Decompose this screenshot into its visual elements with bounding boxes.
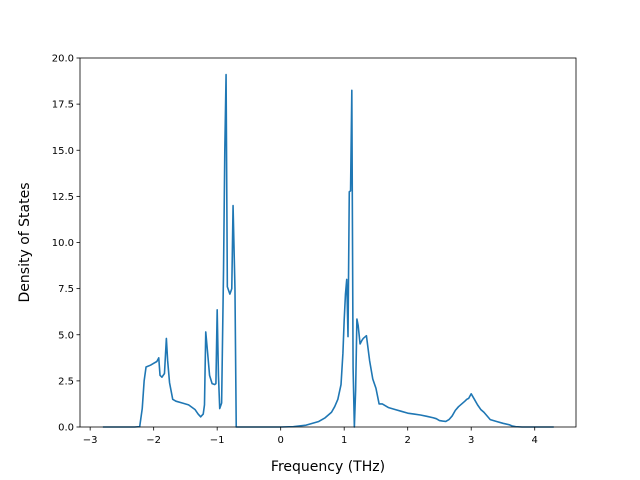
y-tick-label: 17.5 [52,100,74,111]
y-axis: 0.0 2.5 5.0 7.5 10.0 12.5 15.0 17.5 20.0 [52,54,80,434]
x-tick-label: −2 [146,435,161,446]
y-tick-label: 12.5 [52,192,74,203]
x-tick-label: 4 [532,435,538,446]
x-tick-label: 3 [468,435,474,446]
y-tick-label: 20.0 [52,54,74,65]
dos-series-line [102,73,554,428]
x-tick-label: −3 [83,435,98,446]
x-tick-label: 2 [405,435,411,446]
y-tick-label: 7.5 [58,284,74,295]
y-tick-label: 0.0 [58,423,74,434]
x-axis: −3 −2 −1 0 1 2 3 4 [83,427,538,446]
x-tick-label: 1 [341,435,347,446]
y-tick-label: 10.0 [52,238,74,249]
y-tick-label: 5.0 [58,330,74,341]
y-tick-label: 2.5 [58,376,74,387]
y-tick-label: 15.0 [52,146,74,157]
x-axis-label: Frequency (THz) [271,459,385,475]
x-tick-label: −1 [210,435,225,446]
x-tick-label: 0 [277,435,283,446]
y-axis-label: Density of States [17,183,33,303]
